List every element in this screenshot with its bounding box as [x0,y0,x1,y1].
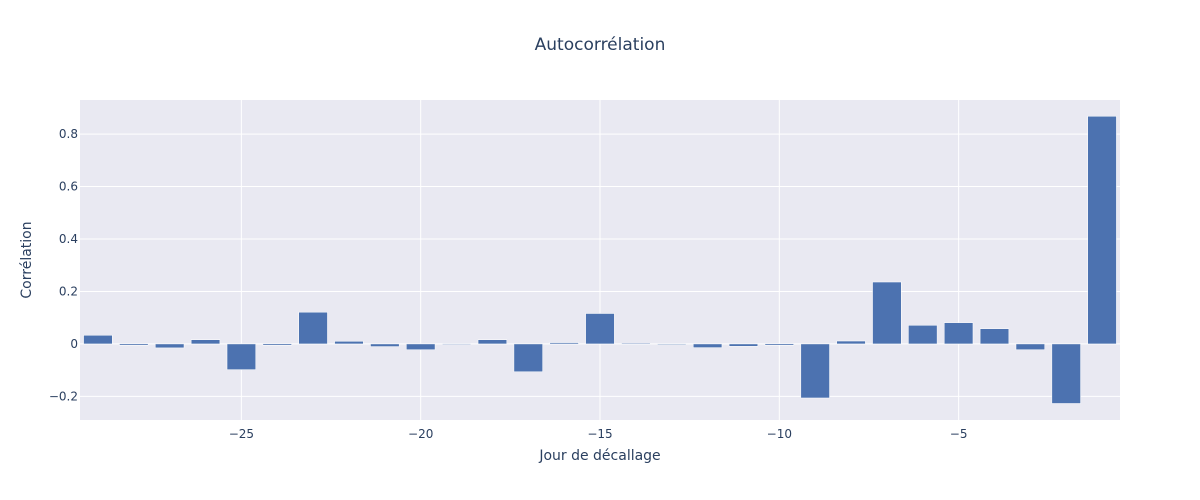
x-axis-title: Jour de décallage [538,448,660,464]
bar [585,313,615,345]
y-tick-label: 0.2 [59,284,78,298]
x-tick-label: −15 [587,427,612,441]
bar [190,339,221,345]
x-tick-label: −20 [408,427,433,441]
chart-title: Autocorrélation [535,35,666,55]
bar [83,335,113,345]
y-tick-label: −0.2 [49,389,78,403]
x-tick-label: −25 [229,427,254,441]
bar [1087,116,1117,345]
bar [692,343,723,348]
y-axis-title: Corrélation [19,221,35,298]
bar [908,325,938,345]
bar [728,343,759,347]
x-tick-label: −10 [767,427,792,441]
bar [119,343,149,346]
bar [155,343,185,349]
bar [298,311,328,345]
x-tick-label: −5 [950,427,968,441]
y-tick-label: 0.4 [59,232,78,246]
bar [944,322,974,345]
bar [477,339,508,345]
bar [226,343,256,370]
bar [1051,343,1081,404]
bar [406,343,436,350]
y-tick-label: 0.6 [59,180,78,194]
bar [621,343,651,345]
bar [1015,343,1045,350]
bar [441,343,472,345]
bar [262,343,292,346]
x-axis-ticks: −25 −20 −15 −10 −5 [229,427,968,441]
bar [657,343,687,345]
bar [549,342,579,345]
bar [979,328,1010,345]
bar [764,343,794,346]
bar [513,343,543,372]
bars [83,116,1117,404]
y-tick-label: 0 [70,337,78,351]
bar [370,343,400,347]
bar [800,343,830,399]
bar [334,341,364,345]
bar [872,281,902,345]
y-tick-label: 0.8 [59,127,78,141]
y-axis-ticks: −0.2 0 0.2 0.4 0.6 0.8 [49,127,78,403]
bar [836,340,866,345]
